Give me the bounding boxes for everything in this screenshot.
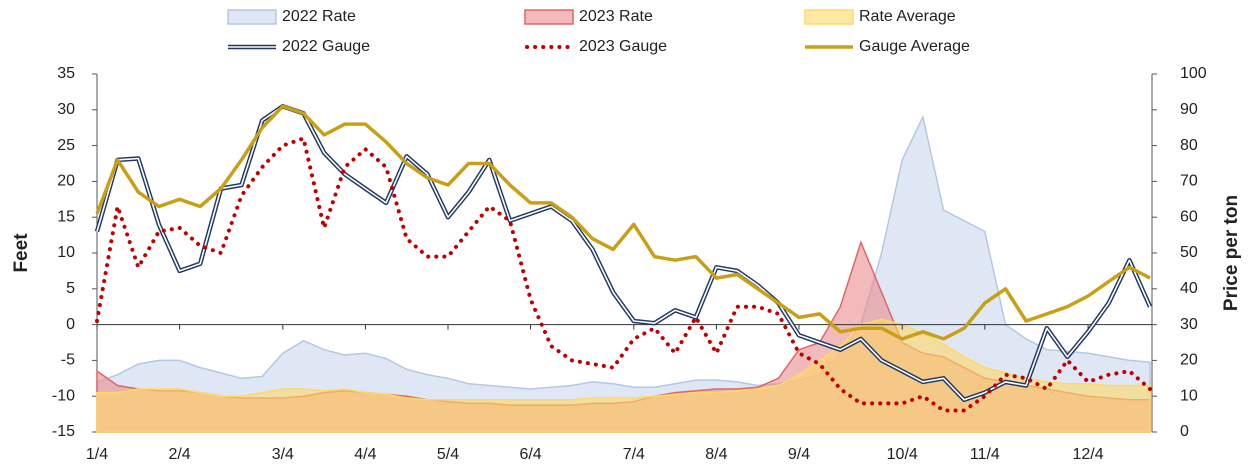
y2-tick-label: 80 <box>1180 137 1198 154</box>
y2-axis-title: Price per ton <box>1221 195 1242 311</box>
y2-tick-label: 20 <box>1180 352 1198 369</box>
legend-label: 2023 Rate <box>579 8 653 25</box>
y2-tick-label: 50 <box>1180 244 1198 261</box>
y-axis-title: Feet <box>11 233 32 273</box>
x-tick-label: 9/4 <box>788 446 810 463</box>
legend-label: Gauge Average <box>859 38 970 55</box>
y-tick-label: 15 <box>57 208 75 225</box>
legend-label: 2022 Gauge <box>282 38 370 55</box>
y-tick-label: -15 <box>52 423 75 440</box>
y-tick-label: 20 <box>57 173 75 190</box>
legend-item: 2022 Gauge <box>228 38 370 55</box>
y2-tick-label: 10 <box>1180 387 1198 404</box>
legend-item: 2023 Gauge <box>525 38 667 55</box>
y-tick-label: -10 <box>52 387 75 404</box>
legend-swatch <box>524 9 574 25</box>
line-inner <box>96 105 1151 401</box>
y2-tick-label: 70 <box>1180 173 1198 190</box>
x-tick-label: 10/4 <box>887 446 918 463</box>
y2-tick-label: 30 <box>1180 316 1198 333</box>
legend-item: Gauge Average <box>805 38 970 55</box>
x-tick-label: 5/4 <box>437 446 459 463</box>
y-tick-label: 5 <box>66 280 75 297</box>
legend-item: Rate Average <box>804 8 956 25</box>
legend-swatch <box>804 9 854 25</box>
x-tick-label: 7/4 <box>623 446 645 463</box>
x-tick-label: 1/4 <box>86 446 108 463</box>
x-tick-label: 2/4 <box>168 446 190 463</box>
y2-tick-label: 40 <box>1180 280 1198 297</box>
x-tick-label: 8/4 <box>705 446 727 463</box>
y2-tick-label: 0 <box>1180 423 1189 440</box>
y-tick-label: 30 <box>57 101 75 118</box>
legend-item: 2023 Rate <box>524 8 653 25</box>
x-tick-label: 6/4 <box>519 446 541 463</box>
legend-label: 2023 Gauge <box>579 38 667 55</box>
y2-tick-label: 90 <box>1180 101 1198 118</box>
y2-tick-label: 60 <box>1180 208 1198 225</box>
x-tick-label: 11/4 <box>970 446 1000 463</box>
x-tick-label: 4/4 <box>354 446 376 463</box>
line <box>95 104 1151 341</box>
legend-label: Rate Average <box>859 8 956 25</box>
x-tick-label: 3/4 <box>272 446 294 463</box>
y2-tick-label: 100 <box>1180 65 1207 82</box>
y-tick-label: -5 <box>61 352 75 369</box>
y-tick-label: 25 <box>57 137 75 154</box>
legend-label: 2022 Rate <box>282 8 356 25</box>
double-line <box>94 103 1153 403</box>
y-tick-label: 10 <box>57 244 75 261</box>
y-tick-label: 35 <box>57 65 75 82</box>
dotted-line <box>95 135 1152 413</box>
legend-item: 2022 Rate <box>227 8 356 25</box>
legend-swatch <box>227 9 277 25</box>
x-tick-label: 12/4 <box>1072 446 1103 463</box>
y-tick-label: 0 <box>66 316 75 333</box>
